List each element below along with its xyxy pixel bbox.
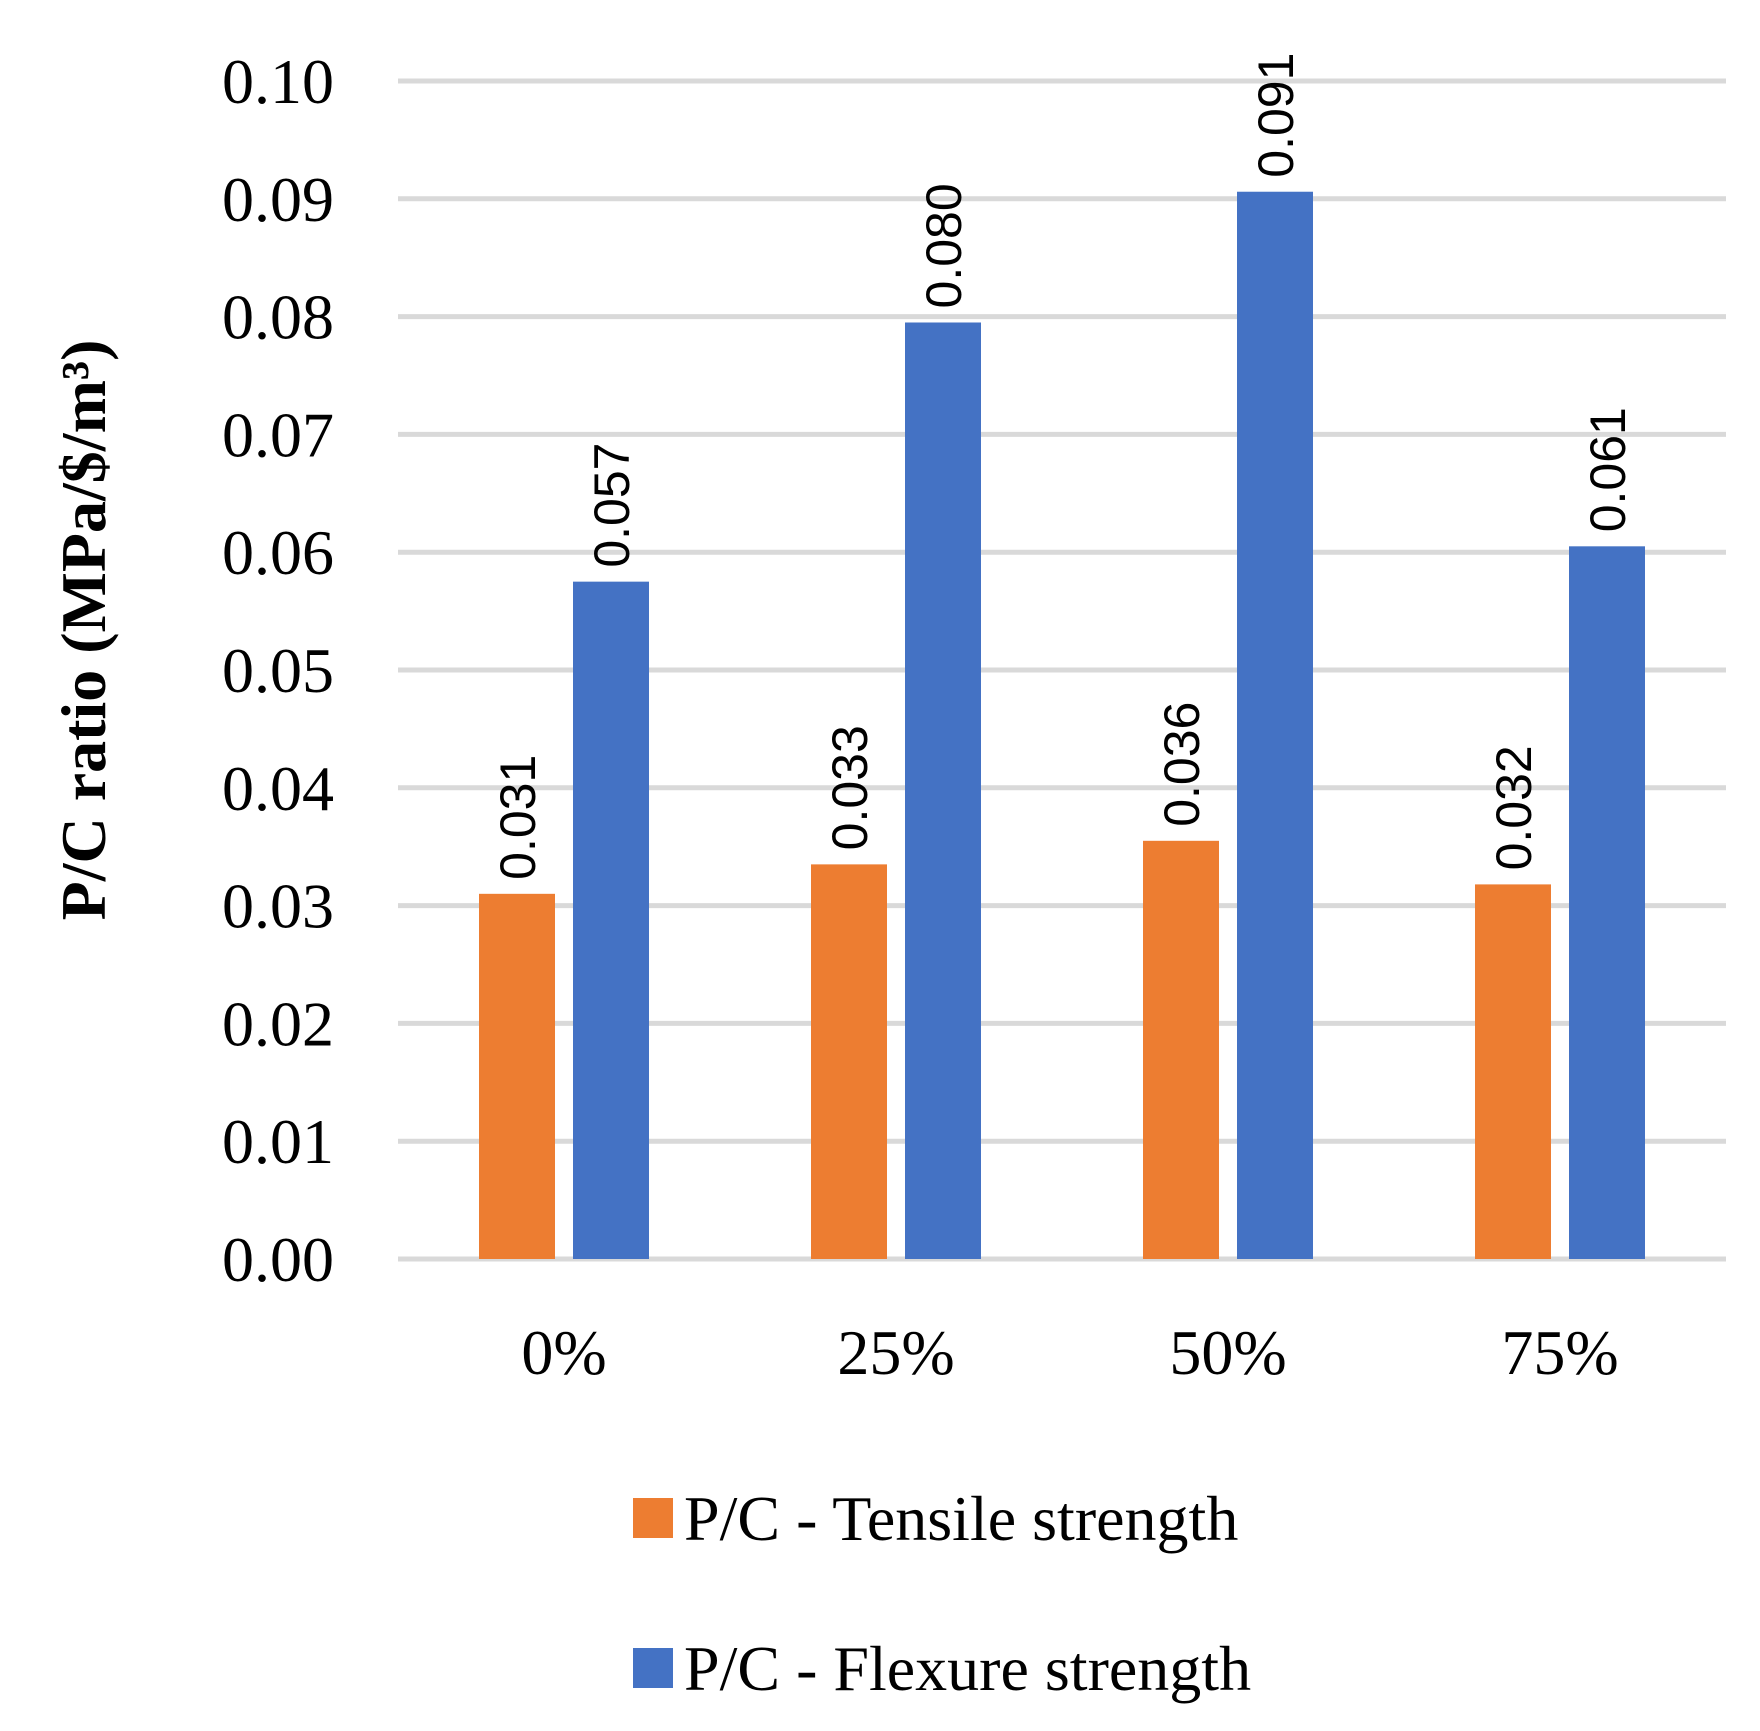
x-axis-category-labels: 0% 25% 50% 75% <box>521 1317 1618 1388</box>
y-tick-label: 0.09 <box>222 164 334 235</box>
y-axis-title: P/C ratio (MPa/$/m³) <box>48 340 119 921</box>
y-tick-label: 0.07 <box>222 399 334 470</box>
x-category-label: 25% <box>837 1317 954 1388</box>
legend-label-tensile: P/C - Tensile strength <box>684 1483 1238 1554</box>
data-label: 0.031 <box>490 755 546 880</box>
legend: P/C - Tensile strength P/C - Flexure str… <box>633 1483 1251 1704</box>
bar-tensile-50pct <box>1143 840 1219 1259</box>
y-tick-label: 0.06 <box>222 517 334 588</box>
bar-tensile-25pct <box>811 864 887 1259</box>
legend-label-flexure: P/C - Flexure strength <box>684 1633 1251 1704</box>
y-tick-label: 0.03 <box>222 871 334 942</box>
data-label: 0.033 <box>822 725 878 850</box>
y-tick-label: 0.01 <box>222 1106 334 1177</box>
bar-flexure-25pct <box>905 322 981 1259</box>
legend-swatch-flexure <box>633 1648 673 1688</box>
x-category-label: 0% <box>521 1317 606 1388</box>
bar-flexure-75pct <box>1569 546 1645 1259</box>
bar-tensile-75pct <box>1475 884 1551 1259</box>
y-tick-label: 0.02 <box>222 988 334 1059</box>
data-label: 0.091 <box>1248 53 1304 178</box>
bar-tensile-0pct <box>479 893 555 1259</box>
data-labels: 0.031 0.057 0.033 0.080 0.036 0.091 0.032 0.061 <box>490 53 1636 880</box>
y-tick-label: 0.10 <box>222 46 334 117</box>
x-category-label: 50% <box>1169 1317 1286 1388</box>
bars <box>479 191 1645 1260</box>
y-tick-label: 0.04 <box>222 753 334 824</box>
data-label: 0.057 <box>584 443 640 568</box>
x-category-label: 75% <box>1501 1317 1618 1388</box>
y-tick-label: 0.08 <box>222 282 334 353</box>
data-label: 0.032 <box>1486 745 1542 870</box>
data-label: 0.080 <box>916 183 972 308</box>
bar-flexure-0pct <box>573 581 649 1259</box>
y-axis-tick-labels: 0.00 0.01 0.02 0.03 0.04 0.05 0.06 0.07 0.08 0.09… <box>222 46 334 1295</box>
legend-swatch-tensile <box>633 1498 673 1538</box>
bar-flexure-50pct <box>1237 191 1313 1260</box>
data-label: 0.061 <box>1580 407 1636 532</box>
data-label: 0.036 <box>1154 702 1210 827</box>
y-tick-label: 0.05 <box>222 635 334 706</box>
y-tick-label: 0.00 <box>222 1224 334 1295</box>
